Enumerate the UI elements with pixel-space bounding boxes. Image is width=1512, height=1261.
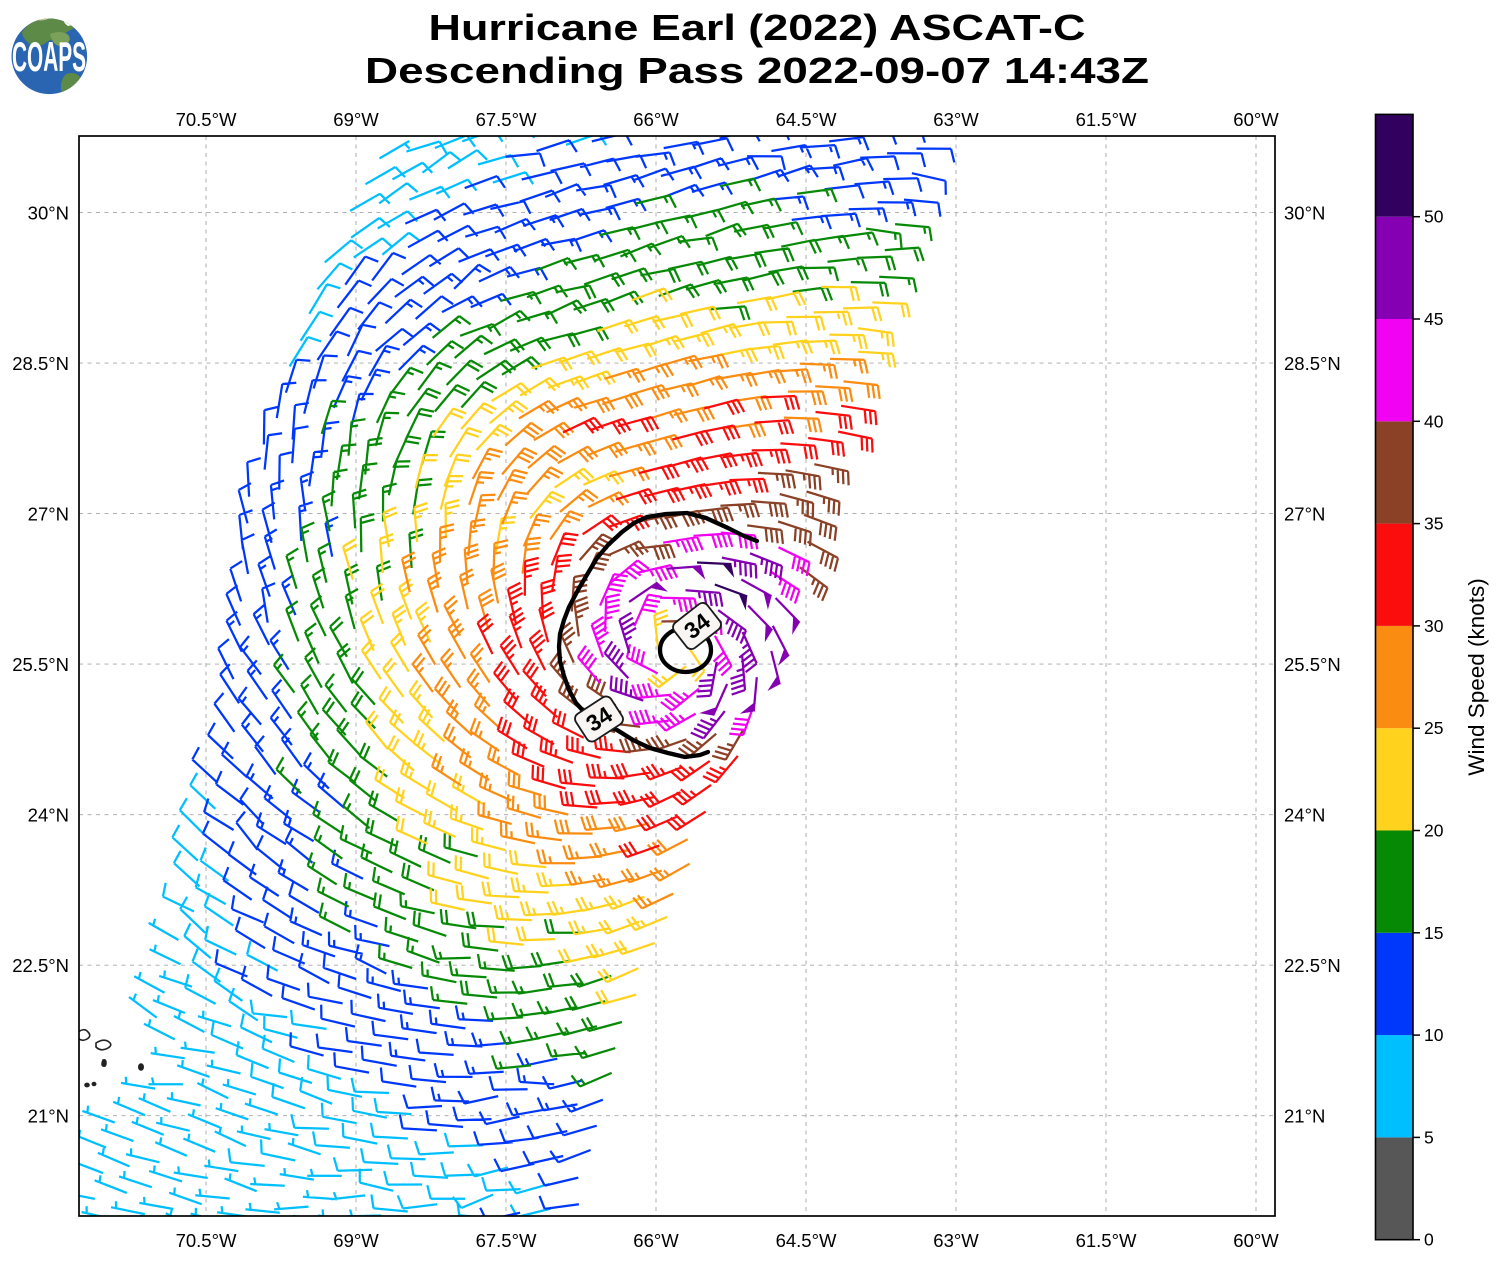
svg-text:35: 35 [1424,514,1443,534]
svg-text:60°W: 60°W [1233,1230,1279,1251]
svg-text:27°N: 27°N [1284,504,1325,525]
svg-text:40: 40 [1424,411,1444,431]
svg-text:5: 5 [1424,1127,1434,1147]
svg-text:21°N: 21°N [28,1106,69,1127]
svg-text:61.5°W: 61.5°W [1076,1230,1137,1251]
svg-text:61.5°W: 61.5°W [1076,109,1137,130]
svg-text:Descending Pass 2022-09-07 14:: Descending Pass 2022-09-07 14:43Z [365,50,1149,91]
svg-text:Wind Speed (knots): Wind Speed (knots) [1464,578,1489,776]
svg-text:64.5°W: 64.5°W [776,109,837,130]
svg-text:30°N: 30°N [1284,203,1325,224]
svg-text:21°N: 21°N [1284,1106,1325,1127]
svg-text:30: 30 [1424,616,1444,636]
svg-text:20: 20 [1424,821,1444,841]
svg-text:67.5°W: 67.5°W [476,1230,537,1251]
svg-text:27°N: 27°N [28,504,69,525]
svg-text:45: 45 [1424,309,1443,329]
svg-text:10: 10 [1424,1025,1444,1045]
svg-text:0: 0 [1424,1230,1434,1250]
svg-text:69°W: 69°W [333,1230,379,1251]
svg-text:COAPS: COAPS [12,33,86,80]
svg-text:66°W: 66°W [633,109,679,130]
svg-text:50: 50 [1424,207,1444,227]
svg-text:63°W: 63°W [933,109,979,130]
svg-text:63°W: 63°W [933,1230,979,1251]
svg-text:25: 25 [1424,718,1443,738]
svg-text:67.5°W: 67.5°W [476,109,537,130]
svg-text:22.5°N: 22.5°N [12,955,69,976]
svg-text:66°W: 66°W [633,1230,679,1251]
svg-text:24°N: 24°N [1284,805,1325,826]
svg-text:25.5°N: 25.5°N [12,654,69,675]
svg-text:64.5°W: 64.5°W [776,1230,837,1251]
svg-text:30°N: 30°N [28,203,69,224]
svg-text:28.5°N: 28.5°N [1284,353,1341,374]
svg-text:25.5°N: 25.5°N [1284,654,1341,675]
svg-text:Hurricane Earl (2022) ASCAT-C: Hurricane Earl (2022) ASCAT-C [429,7,1086,48]
svg-text:69°W: 69°W [333,109,379,130]
svg-text:60°W: 60°W [1233,109,1279,130]
svg-text:28.5°N: 28.5°N [12,353,69,374]
svg-text:22.5°N: 22.5°N [1284,955,1341,976]
svg-text:15: 15 [1424,923,1443,943]
svg-text:70.5°W: 70.5°W [176,109,237,130]
svg-text:70.5°W: 70.5°W [176,1230,237,1251]
svg-text:24°N: 24°N [28,805,69,826]
